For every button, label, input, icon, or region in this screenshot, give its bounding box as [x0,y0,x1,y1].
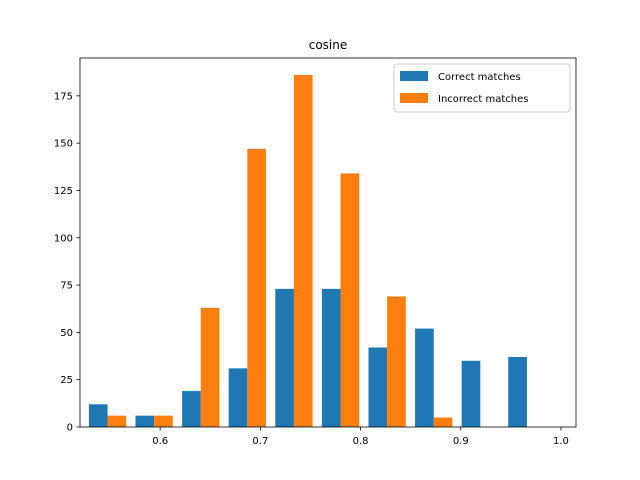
x-tick-label: 1.0 [553,436,569,447]
y-tick-label: 75 [60,281,73,292]
bar-incorrect-7 [433,417,453,427]
bar-correct-9 [508,356,527,427]
plot-frame [79,57,577,428]
x-tick-label: 0.8 [353,436,369,447]
chart-title: cosine [309,38,348,52]
bar-correct-0 [88,404,108,427]
bars-group [88,75,527,427]
y-tick-label: 150 [54,139,73,150]
bar-incorrect-2 [200,307,220,427]
bar-incorrect-6 [387,296,406,427]
y-tick-label: 0 [67,423,73,434]
x-tick-label: 0.6 [152,436,168,447]
legend: Correct matches Incorrect matches [393,63,571,113]
bar-incorrect-4 [293,75,313,427]
bar-correct-5 [321,288,341,427]
x-tick-label: 0.9 [453,436,469,447]
legend-box [393,63,571,113]
y-tick-label: 175 [54,91,73,102]
bar-correct-2 [182,391,201,427]
bar-incorrect-5 [340,173,360,427]
x-tick-label: 0.7 [252,436,268,447]
legend-label: Incorrect matches [438,94,528,105]
bar-correct-7 [415,328,434,427]
bar-incorrect-0 [107,415,127,427]
legend-label: Correct matches [438,72,521,83]
bar-correct-3 [228,368,248,427]
y-tick-label: 25 [60,375,73,386]
legend-swatch [400,93,428,103]
bar-correct-4 [275,288,294,427]
bar-correct-1 [135,415,155,427]
bar-incorrect-1 [154,415,173,427]
y-tick-label: 125 [54,186,73,197]
bar-correct-8 [461,360,481,427]
legend-swatch [400,71,428,81]
bar-correct-6 [368,347,388,427]
y-tick-label: 100 [54,233,73,244]
axes-group: 0.6 0.7 0.8 0.9 1.0 0 25 50 75 100 125 150 175 [54,57,577,447]
bar-incorrect-3 [247,148,266,427]
y-tick-label: 50 [60,328,73,339]
